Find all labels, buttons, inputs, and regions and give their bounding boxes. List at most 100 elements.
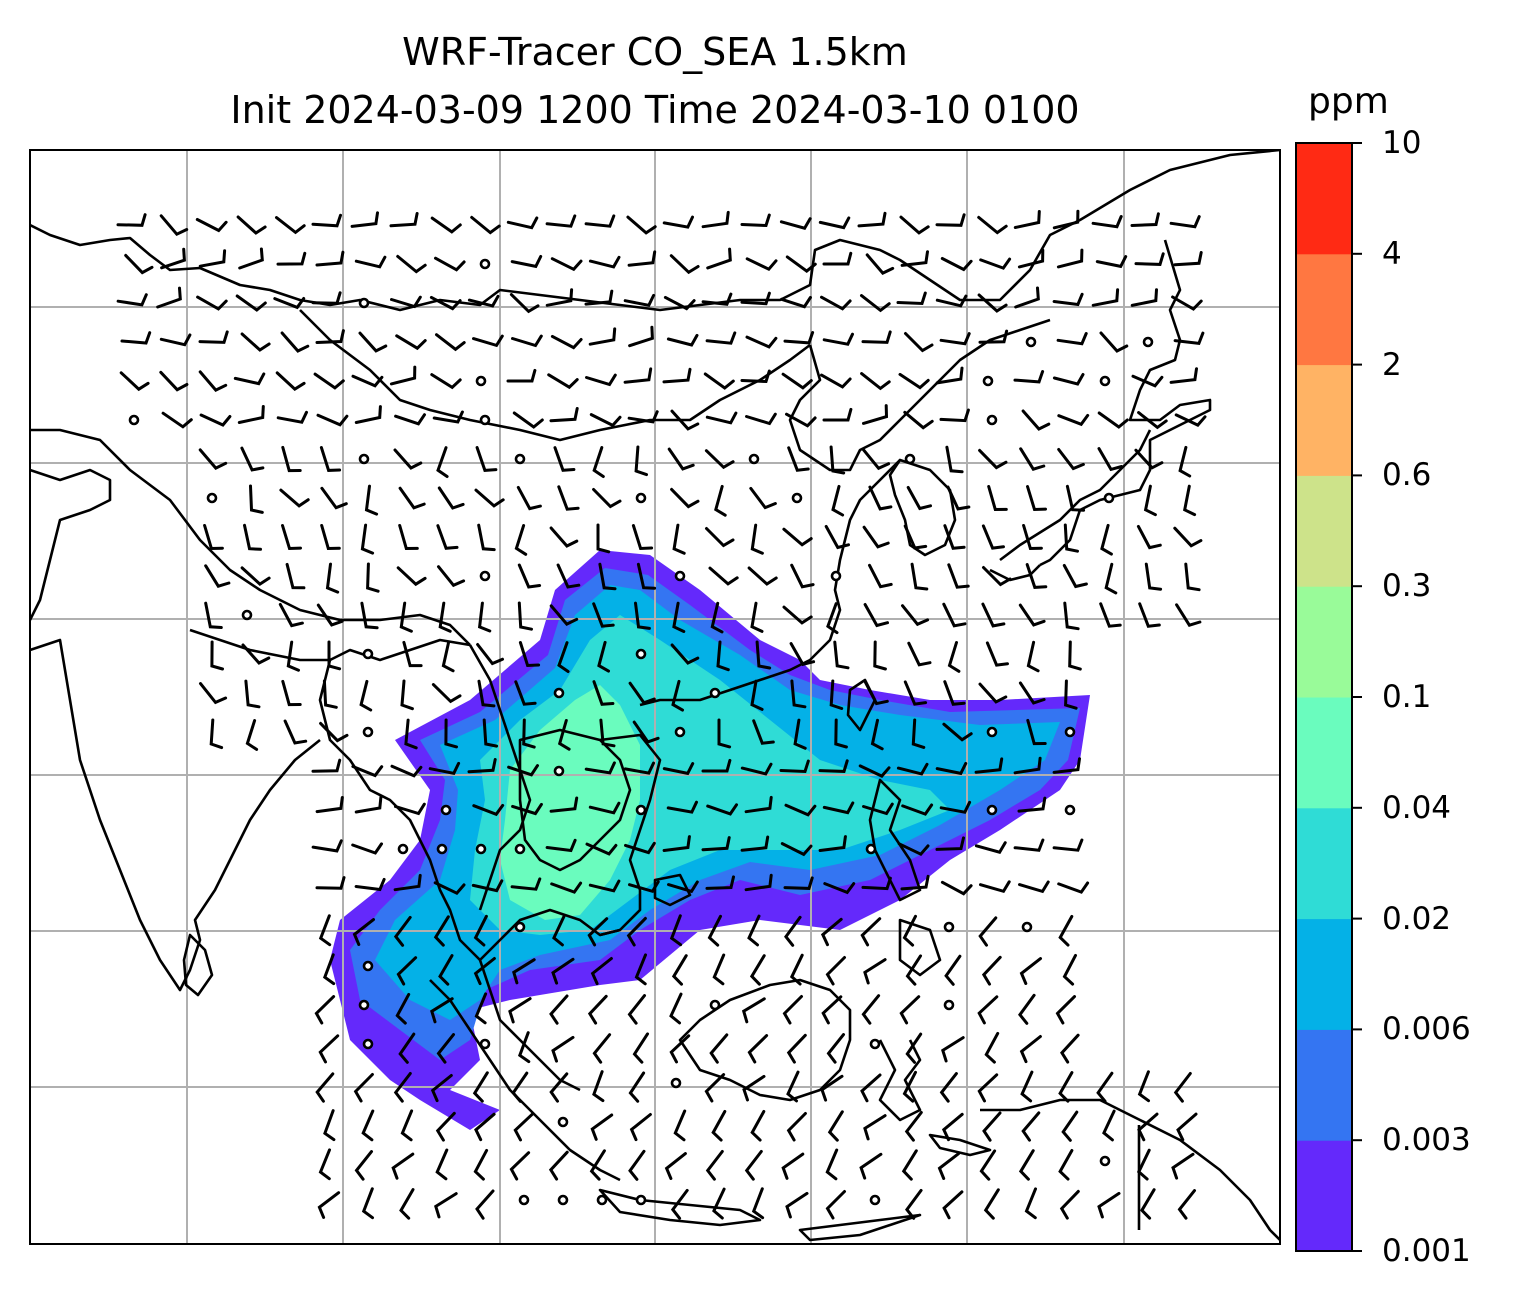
wind-barb: [745, 257, 778, 272]
calm-wind-circle: [358, 453, 370, 465]
wind-barb: [701, 758, 732, 773]
wind-barb: [393, 873, 422, 892]
wind-barb: [987, 485, 1008, 512]
wind-barb: [198, 448, 228, 470]
wind-barb: [860, 294, 891, 313]
wind-barb: [626, 916, 647, 947]
wind-barb: [281, 679, 302, 707]
wind-barb: [749, 954, 766, 986]
wind-barb: [710, 601, 724, 634]
calm-wind-circle: [986, 804, 998, 816]
wind-barb: [550, 334, 583, 350]
wind-barb: [747, 1034, 769, 1064]
wind-barb: [196, 295, 228, 311]
wind-barb: [587, 917, 609, 947]
wind-barb: [634, 953, 647, 986]
wind-barb: [319, 721, 349, 743]
wind-barb: [705, 1150, 724, 1181]
wind-barb: [939, 1072, 958, 1103]
wind-barb: [740, 762, 773, 776]
wind-barb: [750, 601, 764, 633]
wind-barb: [514, 680, 537, 706]
wind-barb: [430, 373, 462, 390]
wind-barb: [584, 289, 614, 306]
wind-barb: [670, 409, 700, 431]
colorbar-tick-label: 0.003: [1382, 1122, 1471, 1159]
wind-barb: [116, 293, 148, 307]
wind-barb: [323, 1109, 336, 1142]
wind-barb: [1068, 640, 1082, 671]
wind-barb: [472, 803, 505, 817]
wind-barb: [942, 1190, 964, 1220]
calm-wind-circle: [557, 1116, 569, 1128]
wind-barb: [623, 367, 653, 384]
wind-barb: [1171, 295, 1203, 311]
wind-barb: [901, 1149, 918, 1181]
wind-barb: [396, 566, 427, 587]
coastline-srilanka: [182, 933, 214, 997]
wind-barb: [1096, 1071, 1114, 1103]
wind-barb: [1013, 370, 1045, 384]
wind-barb: [320, 486, 348, 510]
wind-barb: [1183, 484, 1197, 517]
wind-barb: [825, 1190, 846, 1220]
wind-barb: [1138, 602, 1161, 628]
wind-barb: [978, 682, 1008, 704]
wind-barb: [669, 254, 700, 275]
wind-barb: [327, 640, 342, 671]
calm-wind-circle: [1142, 336, 1154, 348]
wind-barb: [667, 880, 699, 894]
calm-wind-circle: [362, 1038, 374, 1050]
wind-barb: [750, 679, 764, 711]
wind-barb: [863, 958, 887, 985]
wind-barb: [311, 758, 342, 773]
wind-barb: [588, 801, 621, 815]
wind-barb: [592, 1070, 605, 1103]
wind-barb: [711, 1110, 727, 1142]
wind-barb: [981, 955, 1002, 986]
colorbar-segment: [1296, 364, 1352, 476]
calm-wind-circle: [1025, 336, 1037, 348]
wind-barb: [351, 842, 383, 855]
wind-barb: [900, 874, 930, 891]
wind-barb: [438, 601, 452, 633]
wind-barb: [716, 640, 730, 672]
wind-barb: [983, 1188, 1000, 1220]
wind-barb: [857, 211, 887, 228]
wind-barb: [549, 1072, 569, 1103]
wind-barb: [276, 251, 307, 266]
wind-barb: [1174, 413, 1207, 427]
wind-barb: [350, 211, 379, 228]
wind-barb: [628, 1149, 646, 1181]
wind-barb: [705, 411, 738, 425]
wind-barb: [404, 718, 418, 750]
wind-barb: [946, 485, 971, 511]
wind-barb: [195, 218, 228, 233]
coastline-northwest: [30, 150, 1280, 312]
wind-barb: [1022, 524, 1043, 551]
wind-barb: [902, 1070, 917, 1103]
wind-barb: [1026, 640, 1040, 673]
wind-barb: [740, 291, 771, 306]
wind-barb: [945, 445, 964, 474]
wind-barb: [1144, 562, 1163, 591]
calm-wind-circle: [440, 804, 452, 816]
wind-barb: [511, 334, 543, 348]
wind-barb: [506, 368, 537, 383]
wind-barb: [982, 566, 1012, 587]
calm-wind-circle: [475, 843, 487, 855]
wind-barb: [311, 291, 342, 305]
wind-barb: [360, 601, 379, 630]
calm-wind-circle: [596, 1194, 608, 1206]
wind-barb: [319, 446, 342, 472]
wind-barb: [509, 293, 540, 314]
wind-barb: [982, 1111, 1002, 1142]
wind-barb: [827, 1110, 844, 1142]
wind-barb: [935, 366, 964, 385]
wind-barb: [474, 488, 505, 508]
wind-barb: [318, 1148, 331, 1181]
wind-barb: [280, 331, 310, 353]
calm-wind-circle: [553, 687, 565, 699]
wind-barb: [273, 297, 306, 310]
wind-barb: [1013, 838, 1045, 852]
